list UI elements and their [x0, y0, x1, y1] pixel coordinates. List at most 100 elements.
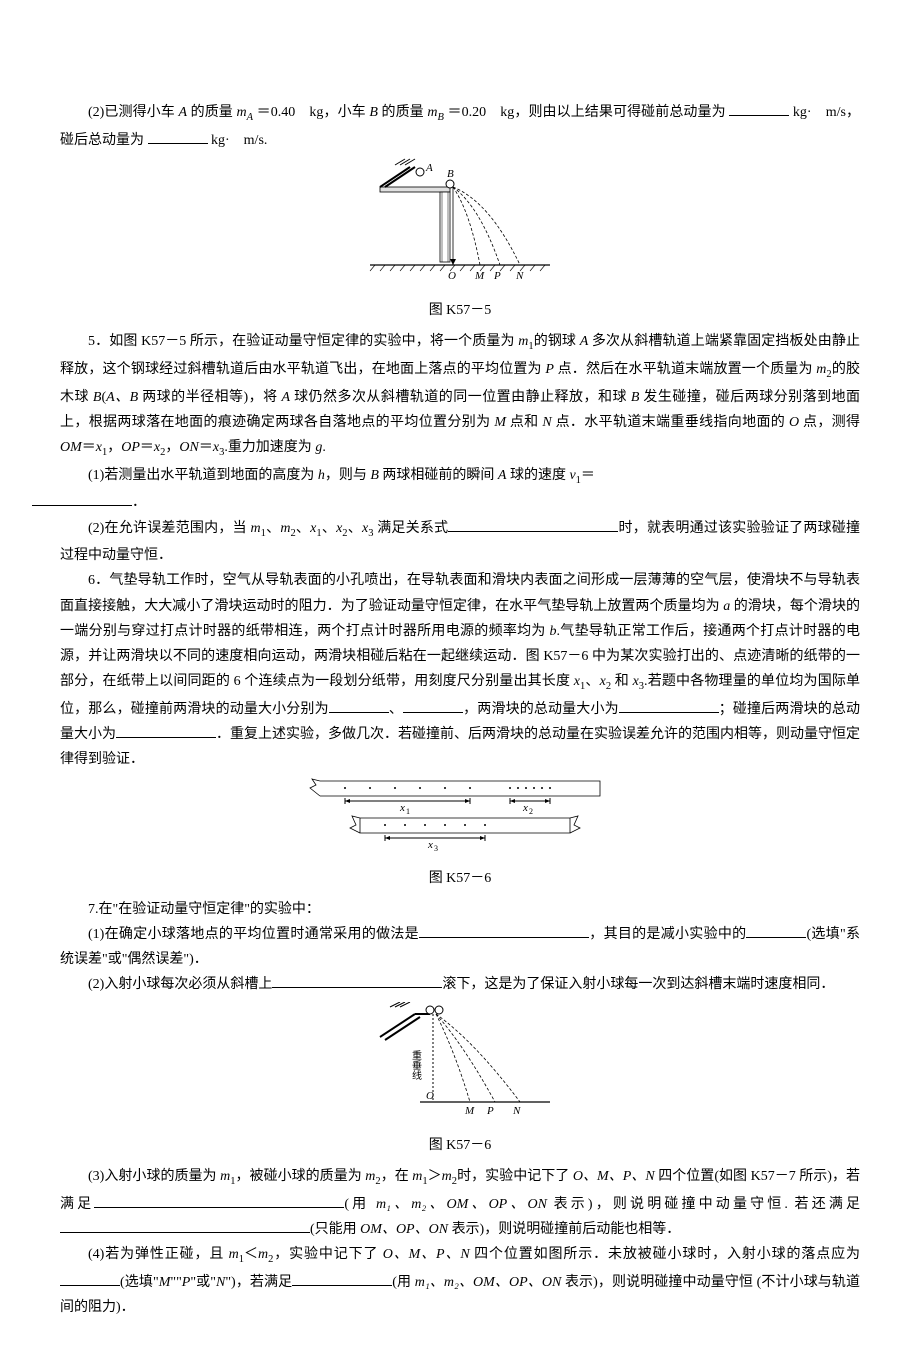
var: OM — [60, 440, 82, 455]
sub: B — [437, 112, 443, 123]
text: 、 — [348, 521, 362, 536]
text: ＝ — [140, 440, 154, 455]
q5-body: 5．如图 K57－5 所示，在验证动量守恒定律的实验中，将一个质量为 m1的钢球… — [60, 329, 860, 462]
text: 两球相碰前的瞬间 — [379, 468, 498, 483]
svg-text:N: N — [512, 1105, 521, 1117]
blank-field[interactable] — [148, 129, 208, 144]
text: (1)若测量出水平轨道到地面的高度为 — [88, 468, 318, 483]
text: ＝0.20 kg，则由以上结果可得碰前总动量为 — [448, 105, 726, 120]
blank-field[interactable] — [60, 1218, 310, 1233]
text: ")，若满足 — [225, 1275, 292, 1290]
blank-field[interactable] — [329, 698, 389, 713]
text: 满足关系式 — [377, 521, 448, 536]
text: ＝ — [82, 440, 96, 455]
text: (用 — [344, 1197, 376, 1212]
svg-text:M: M — [464, 1105, 475, 1117]
blank-field[interactable] — [619, 698, 719, 713]
svg-text:x: x — [522, 802, 528, 814]
var-B: B — [369, 105, 378, 120]
blank-field[interactable] — [746, 923, 806, 938]
text: 、 — [322, 521, 336, 536]
blank-field[interactable] — [116, 723, 216, 738]
svg-text:P: P — [493, 270, 501, 282]
svg-text:O: O — [448, 270, 456, 282]
var: ON — [179, 440, 198, 455]
text: ， — [107, 440, 121, 455]
q5-part2: (2)在允许误差范围内，当 m1、m2、x1、x2、x3 满足关系式时，就表明通… — [60, 516, 860, 569]
caption-k57-6b: 图 K57－6 — [60, 1133, 860, 1158]
var: m — [220, 1169, 230, 1184]
var: P — [545, 362, 554, 377]
text: .重力加速度为 — [224, 440, 315, 455]
svg-text:O: O — [426, 1090, 434, 1102]
text: (1)在确定小球落地点的平均位置时通常采用的做法是 — [88, 927, 419, 942]
text: 表示)，则说明碰撞前后动能也相等． — [448, 1222, 680, 1237]
blank-field[interactable] — [60, 1271, 120, 1286]
svg-text:3: 3 — [434, 844, 438, 853]
q7-part1: (1)在确定小球落地点的平均位置时通常采用的做法是，其目的是减小实验中的(选填"… — [60, 922, 860, 972]
var: m₁、m₂、OM、OP、ON — [376, 1197, 547, 1212]
text: ，其目的是减小实验中的 — [589, 927, 746, 942]
text: 两球的半径相等)，将 — [142, 390, 281, 405]
text: "或" — [190, 1275, 216, 1290]
var: A、B — [106, 390, 138, 405]
text: ， — [165, 440, 179, 455]
var: O、M、P、N — [573, 1169, 655, 1184]
svg-text:P: P — [486, 1105, 494, 1117]
text: ，被碰小球的质量为 — [235, 1169, 365, 1184]
text: 的钢球 — [534, 334, 580, 349]
blank-field[interactable] — [94, 1193, 344, 1208]
text: (选填" — [120, 1275, 159, 1290]
blank-field[interactable] — [292, 1271, 392, 1286]
text: 点．水平轨道末端重垂线指向地面的 — [552, 415, 789, 430]
svg-text:x: x — [399, 802, 405, 814]
blank-field[interactable] — [419, 923, 589, 938]
svg-text:2: 2 — [529, 807, 533, 816]
text: kg· m/s. — [211, 133, 267, 148]
var: m — [258, 1247, 268, 1262]
text: ，在 — [381, 1169, 413, 1184]
q7-part4: (4)若为弹性正碰，且 m1＜m2，实验中记下了 O、M、P、N 四个位置如图所… — [60, 1242, 860, 1320]
sub: A — [247, 112, 253, 123]
var: OM、OP、ON — [360, 1222, 448, 1237]
blank-field[interactable] — [32, 491, 132, 506]
text: 四个位置如图所示．未放被碰小球时，入射小球的落点应为 — [470, 1247, 860, 1262]
text: (用 — [392, 1275, 414, 1290]
blank-field[interactable] — [729, 101, 789, 116]
var: b — [550, 624, 557, 639]
text: . — [322, 440, 326, 455]
svg-text:N: N — [515, 270, 524, 282]
blank-field[interactable] — [403, 698, 463, 713]
blank-field[interactable] — [272, 973, 442, 988]
text: ，实验中记下了 — [273, 1247, 382, 1262]
text: 、 — [389, 702, 403, 717]
q4-part2: (2)已测得小车 A 的质量 mA ＝0.40 kg，小车 B 的质量 mB ＝… — [60, 100, 860, 153]
var: m — [816, 362, 826, 377]
text: ，两滑块的总动量大小为 — [463, 702, 619, 717]
var: B — [370, 468, 379, 483]
var: A — [282, 390, 291, 405]
text: (只能用 — [310, 1222, 360, 1237]
text: 点和 — [506, 415, 542, 430]
var: A — [580, 334, 589, 349]
text: 、 — [266, 521, 280, 536]
svg-text:x: x — [427, 839, 433, 851]
var: m — [365, 1169, 375, 1184]
var: m — [229, 1247, 239, 1262]
text: ． — [132, 495, 146, 510]
text: "" — [170, 1275, 181, 1290]
var: m — [412, 1169, 422, 1184]
text: 5．如图 K57－5 所示，在验证动量守恒定律的实验中，将一个质量为 — [88, 334, 518, 349]
figure-k57-6b: 重垂线 O M P N — [60, 1002, 860, 1131]
blank-field[interactable] — [448, 517, 618, 532]
svg-text:B: B — [447, 168, 454, 180]
svg-text:1: 1 — [406, 807, 410, 816]
q6-body: 6．气垫导轨工作时，空气从导轨表面的小孔喷出，在导轨表面和滑块内表面之间形成一层… — [60, 568, 860, 772]
caption-k57-5: 图 K57－5 — [60, 298, 860, 323]
text: 时，实验中记下了 — [457, 1169, 573, 1184]
text: 、 — [296, 521, 310, 536]
var: N — [542, 415, 551, 430]
q7-title: 7.在"在验证动量守恒定律"的实验中： — [60, 897, 860, 922]
q7-part2: (2)入射小球每次必须从斜槽上滚下，这是为了保证入射小球每一次到达斜槽末端时速度… — [60, 972, 860, 997]
text: 的质量 — [191, 105, 237, 120]
